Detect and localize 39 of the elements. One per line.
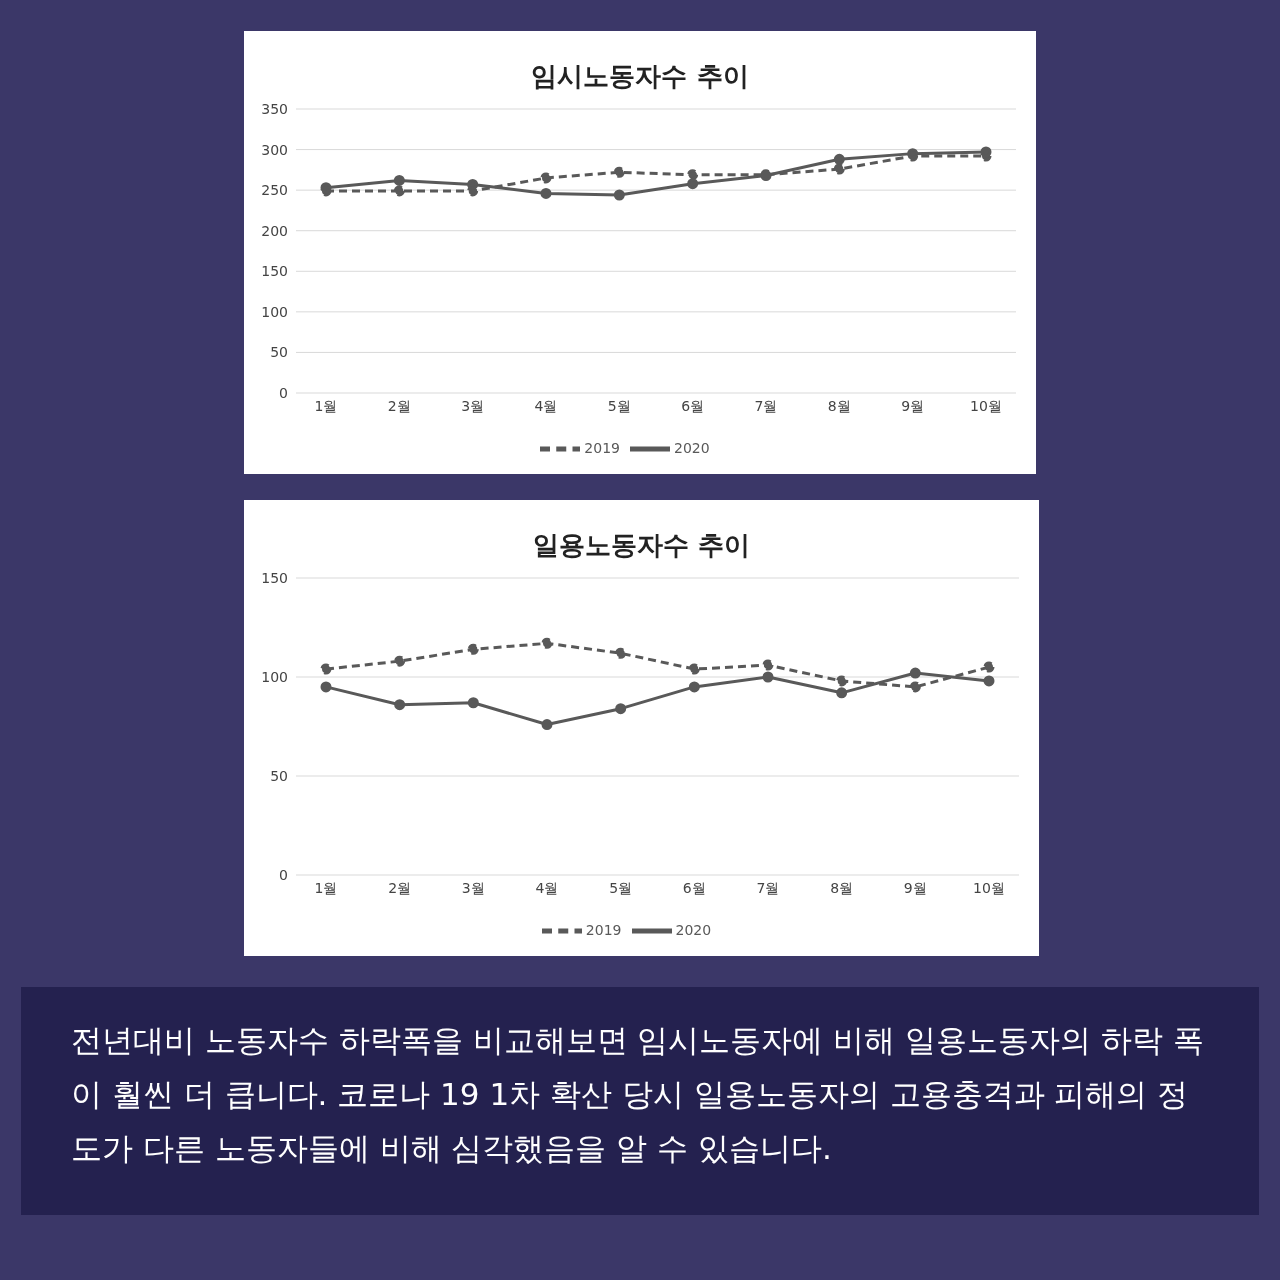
- x-tick-label: 7월: [756, 879, 780, 896]
- x-tick-label: 6월: [682, 879, 706, 896]
- y-tick-label: 350: [261, 100, 288, 117]
- x-tick-label: 4월: [534, 397, 558, 414]
- x-tick-label: 6월: [681, 397, 705, 414]
- chart-title: 임시노동자수 추이: [530, 60, 750, 93]
- y-tick-label: 150: [261, 569, 288, 586]
- x-tick-label: 3월: [461, 397, 485, 414]
- x-tick-label: 1월: [314, 879, 338, 896]
- text: 전년대비 노동자수 하락폭을 비교해보면 임시노동자에 비해 일용노동자의 하락 폭이 훨씬 더 큽니다. 코로나 19 1차 확산 당시 일용노동자의 고용충격과 피해의 정도가 다른 노동자들에 비해 심각했음을 알 수 있습니다.: [71, 1021, 1205, 1168]
- legend-label: 2019: [584, 440, 620, 456]
- y-tick-label: 250: [261, 182, 288, 199]
- y-tick-label: 200: [261, 222, 288, 239]
- x-tick-label: 10월: [973, 879, 1005, 896]
- y-tick-label: 50: [270, 344, 288, 361]
- x-tick-label: 4월: [535, 879, 559, 896]
- legend-label: 2019: [585, 922, 622, 938]
- y-tick-label: 100: [261, 303, 288, 320]
- x-tick-label: 5월: [609, 879, 633, 896]
- x-tick-label: 7월: [754, 397, 778, 414]
- x-tick-label: 3월: [461, 879, 485, 896]
- legend-label: 2020: [675, 922, 712, 938]
- y-tick-label: 150: [261, 263, 288, 280]
- x-tick-label: 2월: [388, 879, 412, 896]
- chart-title: 일용노동자수 추이: [531, 529, 752, 562]
- legend-label: 2020: [674, 440, 710, 456]
- y-tick-label: 0: [279, 866, 288, 883]
- x-tick-label: 8월: [827, 397, 851, 414]
- x-tick-label: 9월: [901, 397, 925, 414]
- y-tick-label: 50: [270, 767, 288, 784]
- x-tick-label: 1월: [314, 397, 338, 414]
- y-tick-label: 0: [279, 384, 288, 401]
- x-tick-label: 8월: [830, 879, 854, 896]
- x-tick-label: 9월: [903, 879, 927, 896]
- y-tick-label: 100: [261, 668, 288, 685]
- y-tick-label: 300: [261, 141, 288, 158]
- x-tick-label: 10월: [970, 397, 1002, 414]
- x-tick-label: 2월: [387, 397, 411, 414]
- x-tick-label: 5월: [607, 397, 631, 414]
